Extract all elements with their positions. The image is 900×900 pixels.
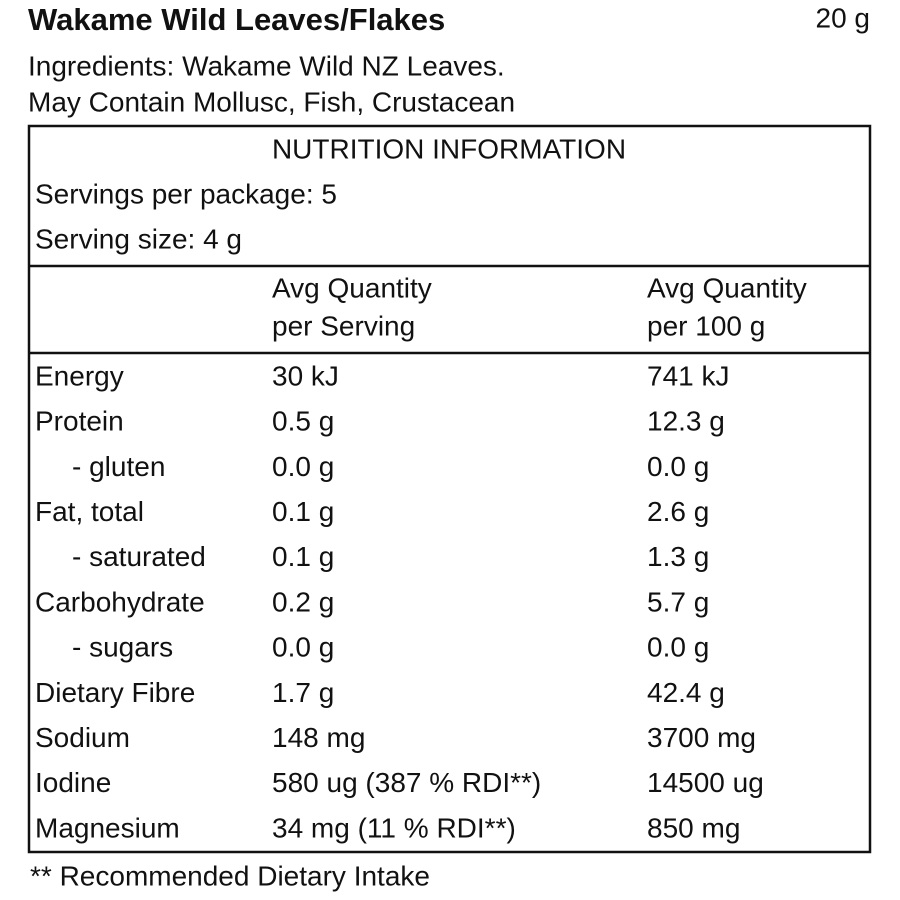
per-serving: 0.1 g [272, 496, 334, 527]
nutrient-name: Iodine [35, 767, 111, 798]
nutrient-name: Carbohydrate [35, 586, 205, 617]
column-header: Avg Quantity [647, 272, 807, 303]
nutrient-name: Sodium [35, 722, 130, 753]
per-100g: 5.7 g [647, 586, 709, 617]
per-serving: 34 mg (11 % RDI**) [272, 812, 516, 843]
allergens: May Contain Mollusc, Fish, Crustacean [28, 86, 515, 117]
per-100g: 12.3 g [647, 406, 725, 437]
per-100g: 850 mg [647, 812, 740, 843]
product-title: Wakame Wild Leaves/Flakes [28, 2, 445, 37]
per-100g: 42.4 g [647, 677, 725, 708]
per-serving: 0.2 g [272, 586, 334, 617]
per-100g: 0.0 g [647, 451, 709, 482]
column-header: Avg Quantity [272, 272, 432, 303]
serving-size: Serving size: 4 g [35, 223, 242, 254]
footnote: ** Recommended Dietary Intake [30, 860, 430, 891]
per-serving: 0.0 g [272, 451, 334, 482]
table-title: NUTRITION INFORMATION [272, 133, 626, 164]
table-border [27, 124, 872, 854]
per-100g: 741 kJ [647, 360, 730, 391]
net-weight: 20 g [816, 2, 871, 33]
per-serving: 148 mg [272, 722, 365, 753]
per-serving: 0.1 g [272, 541, 334, 572]
nutrient-name: Protein [35, 406, 124, 437]
nutrient-name: Dietary Fibre [35, 677, 195, 708]
per-serving: 1.7 g [272, 677, 334, 708]
ingredients: Ingredients: Wakame Wild NZ Leaves. [28, 50, 505, 81]
nutrient-name: Energy [35, 360, 124, 391]
nutrient-name: - sugars [72, 632, 173, 663]
per-100g: 14500 ug [647, 767, 764, 798]
nutrient-name: - saturated [72, 541, 206, 572]
per-100g: 1.3 g [647, 541, 709, 572]
per-serving: 0.5 g [272, 406, 334, 437]
per-100g: 0.0 g [647, 632, 709, 663]
per-serving: 0.0 g [272, 632, 334, 663]
column-header: per Serving [272, 310, 415, 341]
per-serving: 580 ug (387 % RDI**) [272, 767, 541, 798]
per-100g: 2.6 g [647, 496, 709, 527]
per-100g: 3700 mg [647, 722, 756, 753]
servings-per-package: Servings per package: 5 [35, 178, 337, 209]
nutrient-name: - gluten [72, 451, 165, 482]
per-serving: 30 kJ [272, 360, 339, 391]
nutrient-name: Fat, total [35, 496, 144, 527]
nutrient-name: Magnesium [35, 812, 180, 843]
column-header: per 100 g [647, 310, 765, 341]
